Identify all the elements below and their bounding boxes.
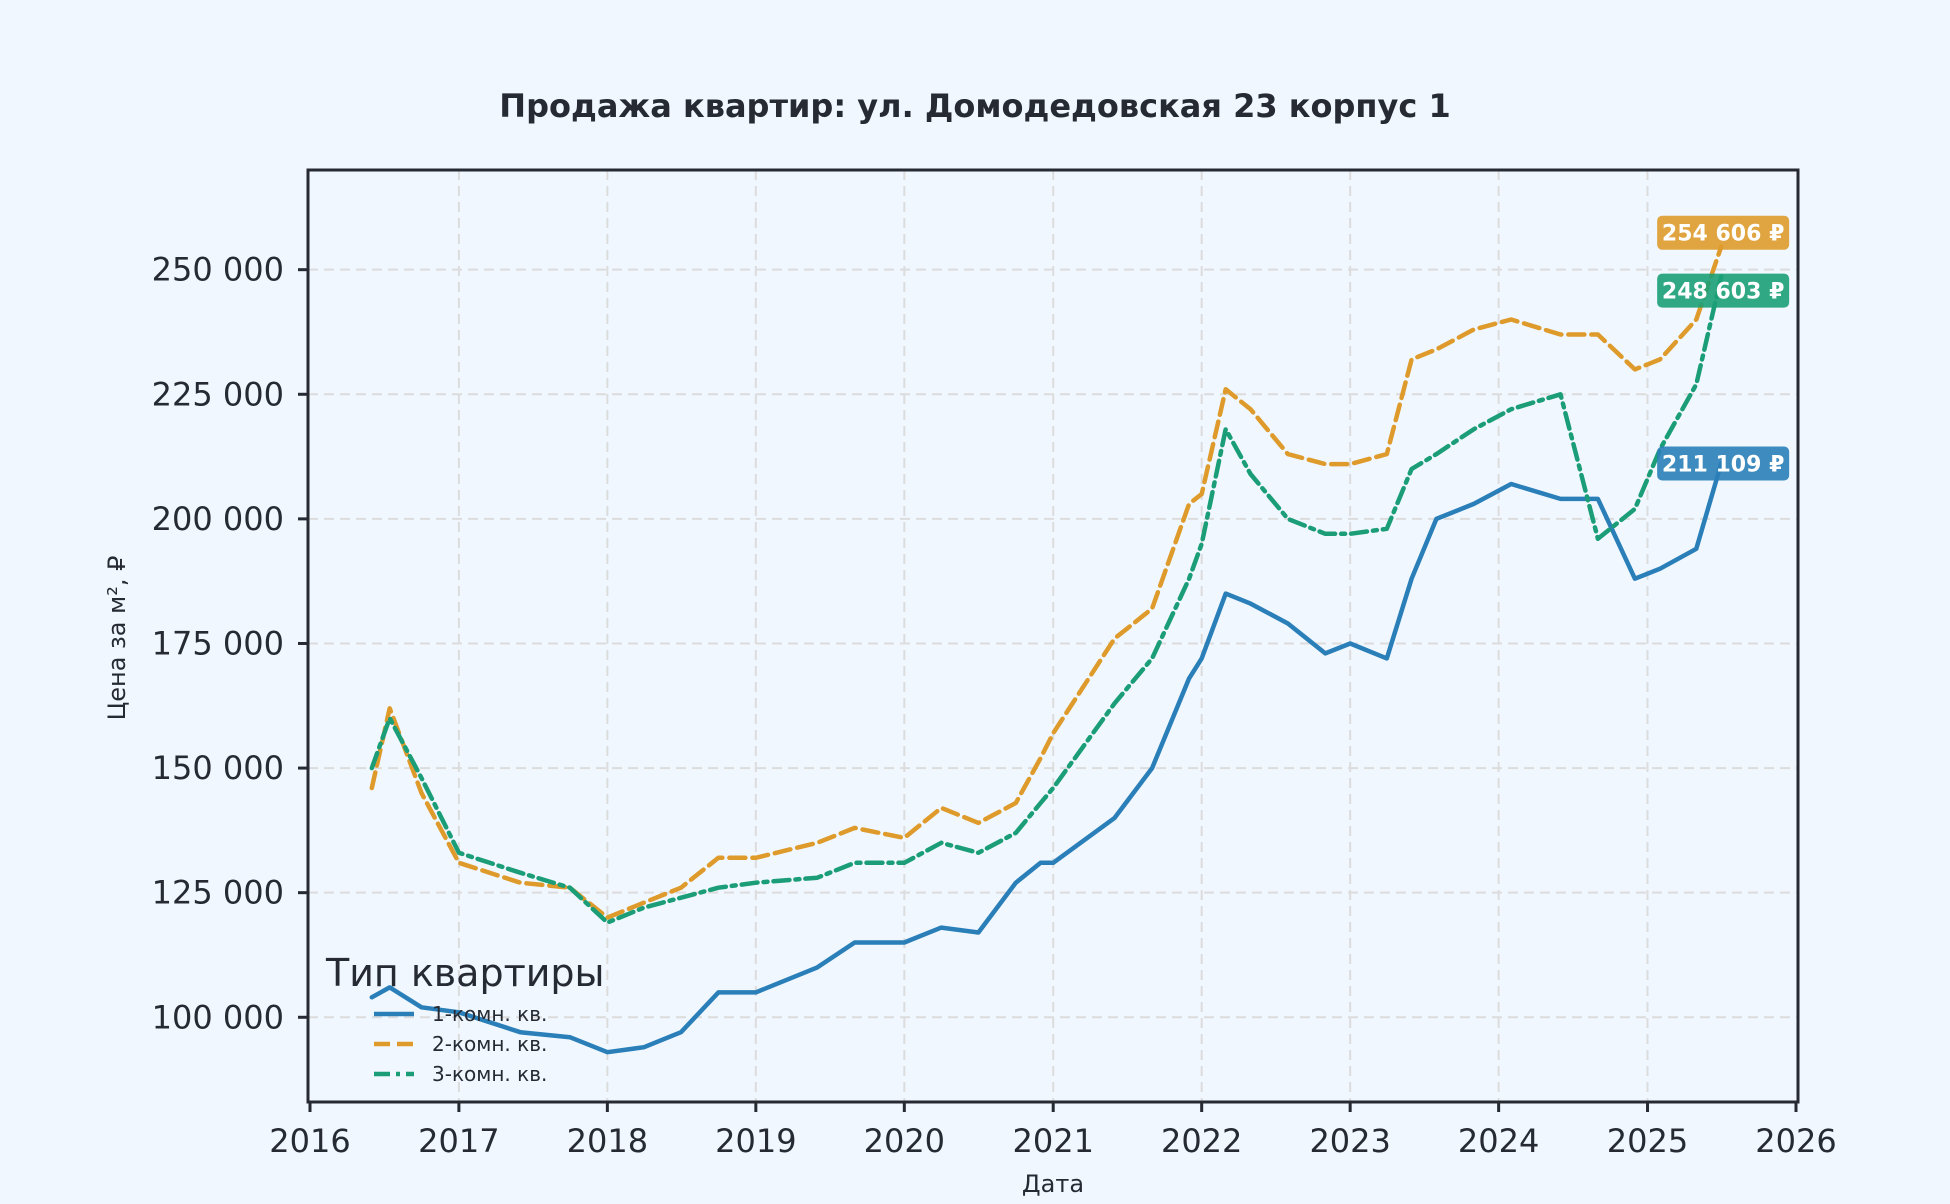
- last-value-badge: [1657, 273, 1790, 308]
- last-value-label: 254 606 ₽: [1662, 222, 1784, 247]
- legend-label: 2-комн. кв.: [432, 1032, 547, 1056]
- x-tick-label: 2019: [715, 1122, 796, 1160]
- last-value-label: 248 603 ₽: [1662, 280, 1784, 305]
- x-tick-label: 2023: [1309, 1122, 1390, 1160]
- x-tick-label: 2022: [1161, 1122, 1242, 1160]
- gridlines: [308, 170, 1798, 1102]
- last-value-label: 211 109 ₽: [1662, 453, 1784, 478]
- x-tick-label: 2017: [418, 1122, 499, 1160]
- y-tick-label: 200 000: [152, 500, 284, 538]
- legend-title: Тип квартиры: [325, 951, 605, 995]
- y-tick-label: 125 000: [152, 874, 284, 912]
- x-tick-label: 2021: [1012, 1122, 1093, 1160]
- y-tick-label: 175 000: [152, 624, 284, 662]
- y-tick-label: 100 000: [152, 998, 284, 1036]
- series-line-3: [369, 274, 1724, 925]
- x-tick-label: 2025: [1607, 1122, 1688, 1160]
- legend-items: 1-комн. кв. 2-комн. кв. 3-комн. кв.: [374, 1002, 547, 1086]
- legend: Тип квартиры 1-комн. кв. 2-комн. кв. 3-ком…: [325, 951, 605, 1086]
- legend-label: 3-комн. кв.: [432, 1062, 547, 1086]
- y-axis-label: Цена за м², ₽: [103, 556, 131, 721]
- chart-title: Продажа квартир: ул. Домодедовская 23 ко…: [499, 87, 1450, 125]
- last-value-badge: [1657, 215, 1790, 250]
- y-tick-label: 150 000: [152, 749, 284, 787]
- y-tick-label: 250 000: [152, 251, 284, 289]
- series-line-1: [369, 461, 1724, 1055]
- x-axis-label: Дата: [1022, 1170, 1084, 1198]
- series-layer: [369, 244, 1724, 1055]
- x-tick-label: 2024: [1458, 1122, 1539, 1160]
- series-line-2: [369, 244, 1724, 920]
- last-value-badges: 211 109 ₽ 254 606 ₽ 248 603 ₽: [1657, 215, 1790, 481]
- y-axis: 100 000 125 000 150 000 175 000 200 000 225 0…: [152, 251, 308, 1036]
- x-tick-label: 2020: [864, 1122, 945, 1160]
- legend-label: 1-комн. кв.: [432, 1002, 547, 1026]
- x-tick-label: 2016: [269, 1122, 350, 1160]
- x-axis: 2016 2017 2018 2019 2020 2021 2022 2023 2024 2025…: [269, 1102, 1837, 1160]
- last-value-badge: [1657, 446, 1790, 481]
- y-tick-label: 225 000: [152, 375, 284, 413]
- x-tick-label: 2026: [1755, 1122, 1836, 1160]
- x-tick-label: 2018: [567, 1122, 648, 1160]
